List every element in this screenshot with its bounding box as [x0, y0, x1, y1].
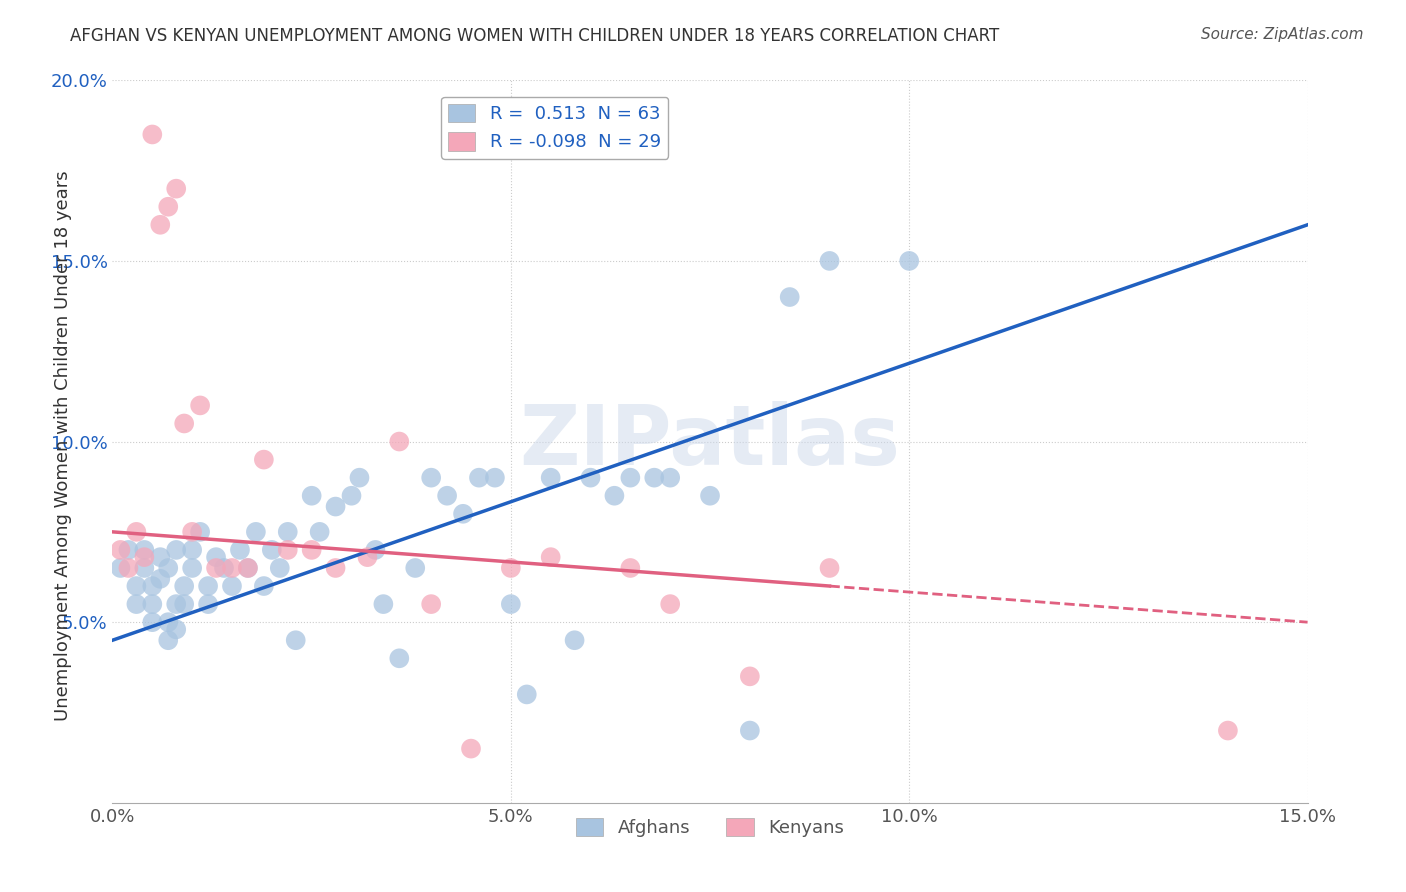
Point: [181, 561, 204, 575]
Point: [149, 218, 172, 232]
Point: [659, 471, 682, 485]
Point: [484, 471, 506, 485]
Point: [181, 524, 204, 539]
Point: [699, 489, 721, 503]
Text: Source: ZipAtlas.com: Source: ZipAtlas.com: [1201, 27, 1364, 42]
Point: [818, 254, 841, 268]
Point: [141, 615, 163, 630]
Point: [125, 524, 148, 539]
Point: [141, 128, 163, 142]
Point: [205, 561, 228, 575]
Point: [364, 542, 387, 557]
Point: [181, 542, 204, 557]
Point: [388, 651, 411, 665]
Point: [141, 597, 163, 611]
Point: [301, 489, 323, 503]
Point: [659, 597, 682, 611]
Point: [149, 572, 172, 586]
Point: [325, 561, 347, 575]
Point: [110, 561, 132, 575]
Point: [540, 471, 562, 485]
Point: [420, 471, 443, 485]
Point: [564, 633, 586, 648]
Point: [738, 669, 761, 683]
Point: [157, 200, 180, 214]
Text: AFGHAN VS KENYAN UNEMPLOYMENT AMONG WOMEN WITH CHILDREN UNDER 18 YEARS CORRELATI: AFGHAN VS KENYAN UNEMPLOYMENT AMONG WOME…: [70, 27, 1000, 45]
Point: [603, 489, 626, 503]
Point: [197, 579, 219, 593]
Point: [236, 561, 259, 575]
Point: [269, 561, 291, 575]
Point: [373, 597, 395, 611]
Point: [1216, 723, 1239, 738]
Point: [110, 542, 132, 557]
Point: [212, 561, 235, 575]
Point: [460, 741, 482, 756]
Point: [619, 561, 641, 575]
Point: [499, 561, 522, 575]
Point: [173, 597, 195, 611]
Point: [499, 597, 522, 611]
Point: [436, 489, 458, 503]
Point: [165, 597, 187, 611]
Point: [141, 579, 163, 593]
Point: [117, 542, 139, 557]
Point: [356, 550, 378, 565]
Point: [173, 417, 195, 431]
Point: [898, 254, 921, 268]
Point: [197, 597, 219, 611]
Point: [221, 561, 243, 575]
Point: [245, 524, 267, 539]
Point: [173, 579, 195, 593]
Point: [818, 561, 841, 575]
Text: Unemployment Among Women with Children Under 18 years: Unemployment Among Women with Children U…: [55, 170, 72, 722]
Point: [516, 687, 538, 701]
Text: ZIPatlas: ZIPatlas: [520, 401, 900, 482]
Point: [165, 542, 187, 557]
Point: [779, 290, 801, 304]
Point: [165, 182, 187, 196]
Point: [260, 542, 283, 557]
Point: [221, 579, 243, 593]
Point: [236, 561, 259, 575]
Point: [188, 524, 211, 539]
Point: [420, 597, 443, 611]
Point: [284, 633, 307, 648]
Point: [277, 524, 299, 539]
Point: [205, 550, 228, 565]
Point: [165, 623, 187, 637]
Point: [188, 398, 211, 412]
Point: [468, 471, 491, 485]
Point: [125, 579, 148, 593]
Point: [149, 550, 172, 565]
Legend: Afghans, Kenyans: Afghans, Kenyans: [569, 811, 851, 845]
Point: [157, 561, 180, 575]
Point: [277, 542, 299, 557]
Point: [134, 542, 156, 557]
Point: [579, 471, 602, 485]
Point: [325, 500, 347, 514]
Point: [117, 561, 139, 575]
Point: [388, 434, 411, 449]
Point: [619, 471, 641, 485]
Point: [125, 597, 148, 611]
Point: [340, 489, 363, 503]
Point: [643, 471, 665, 485]
Point: [301, 542, 323, 557]
Point: [738, 723, 761, 738]
Point: [253, 452, 276, 467]
Point: [253, 579, 276, 593]
Point: [134, 561, 156, 575]
Point: [404, 561, 426, 575]
Point: [229, 542, 252, 557]
Point: [451, 507, 474, 521]
Point: [157, 633, 180, 648]
Point: [308, 524, 330, 539]
Point: [157, 615, 180, 630]
Point: [134, 550, 156, 565]
Point: [540, 550, 562, 565]
Point: [349, 471, 371, 485]
